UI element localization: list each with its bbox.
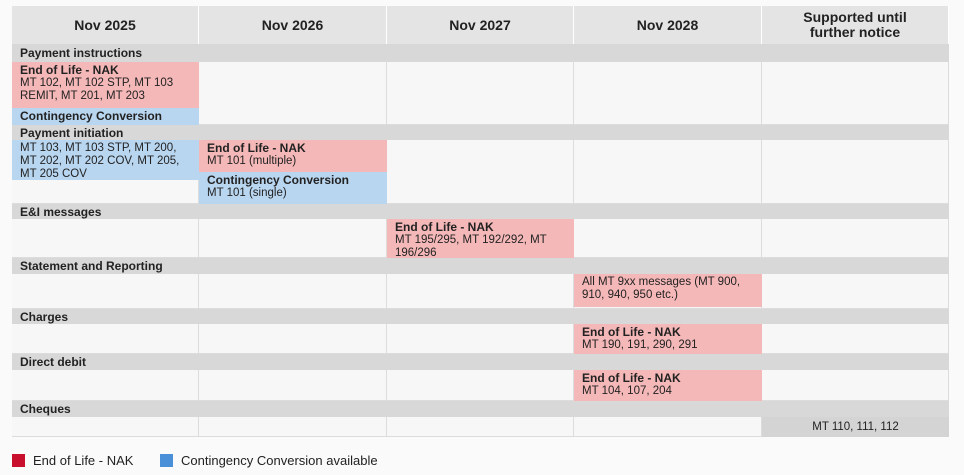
timeline-block: MT 110, 111, 112 <box>762 417 949 437</box>
block-heading: End of Life - NAK <box>207 141 306 155</box>
block-heading: Contingency Conversion <box>20 109 163 123</box>
grid-cell <box>12 417 199 437</box>
grid-cell <box>762 62 949 125</box>
block-text: MT 195/295, MT 192/292, MT 196/296 <box>395 234 547 259</box>
column-header: Nov 2027 <box>387 6 574 44</box>
block-heading: Contingency Conversion <box>207 173 350 187</box>
legend-label: End of Life - NAK <box>33 452 134 468</box>
section-header: Statement and Reporting <box>12 258 949 274</box>
block-text: MT 190, 191, 290, 291 <box>582 339 698 351</box>
grid-cell <box>574 219 762 258</box>
grid-cell <box>387 370 574 401</box>
grid-cell <box>12 370 199 401</box>
timeline-block: End of Life - NAK MT 101 (multiple) <box>199 140 387 172</box>
grid-cell <box>762 274 949 309</box>
grid-cell <box>199 219 387 258</box>
grid-cell <box>12 324 199 354</box>
grid-cell <box>387 274 574 309</box>
timeline-block: End of Life - NAK MT 190, 191, 290, 291 <box>574 324 762 354</box>
block-heading: End of Life - NAK <box>582 371 681 385</box>
grid-cell <box>762 140 949 204</box>
column-header: Supported until further notice <box>762 6 949 44</box>
timeline-block: End of Life - NAK MT 102, MT 102 STP, MT … <box>12 62 199 108</box>
section-header: Payment initiation <box>12 125 949 140</box>
grid-cell <box>387 62 574 125</box>
grid-cell <box>387 140 574 204</box>
block-text: MT 101 (multiple) <box>207 155 297 167</box>
legend-label: Contingency Conversion available <box>181 452 378 468</box>
grid-cell <box>574 140 762 204</box>
section-header: E&I messages <box>12 204 949 219</box>
grid-cell <box>199 370 387 401</box>
grid-cell <box>762 219 949 258</box>
timeline-block: Contingency Conversion <box>12 108 199 125</box>
section-header: Charges <box>12 309 949 324</box>
block-heading: End of Life - NAK <box>395 220 494 234</box>
block-text: All MT 9xx messages (MT 900, 910, 940, 9… <box>582 276 741 301</box>
timeline-block: Contingency Conversion MT 101 (single) <box>199 172 387 204</box>
legend-item: Contingency Conversion available <box>160 452 378 468</box>
block-text: MT 103, MT 103 STP, MT 200, MT 202, MT 2… <box>20 142 180 180</box>
block-text: MT 104, 107, 204 <box>582 385 672 397</box>
grid-cell <box>12 274 199 309</box>
column-header: Nov 2026 <box>199 6 387 44</box>
grid-cell <box>12 219 199 258</box>
grid-cell <box>387 417 574 437</box>
block-text: MT 102, MT 102 STP, MT 103 REMIT, MT 201… <box>20 77 174 102</box>
legend-swatch <box>160 453 173 467</box>
block-text: MT 101 (single) <box>207 187 287 199</box>
grid-cell <box>199 417 387 437</box>
grid-cell <box>387 324 574 354</box>
column-header: Nov 2028 <box>574 6 762 44</box>
section-header: Cheques <box>12 401 949 417</box>
block-text: MT 110, 111, 112 <box>812 421 899 433</box>
block-heading: End of Life - NAK <box>582 325 681 339</box>
timeline-block: All MT 9xx messages (MT 900, 910, 940, 9… <box>574 274 762 307</box>
legend-swatch <box>12 453 25 467</box>
grid-cell <box>762 324 949 354</box>
grid-cell <box>574 417 762 437</box>
timeline-block: MT 103, MT 103 STP, MT 200, MT 202, MT 2… <box>12 140 199 180</box>
grid-cell <box>199 274 387 309</box>
grid-cell <box>574 62 762 125</box>
timeline-block: End of Life - NAK MT 104, 107, 204 <box>574 370 762 401</box>
timeline-block: End of Life - NAK MT 195/295, MT 192/292,… <box>387 219 574 259</box>
grid-cell <box>199 324 387 354</box>
block-heading: End of Life - NAK <box>20 63 119 77</box>
section-header: Direct debit <box>12 354 949 370</box>
grid-cell <box>199 62 387 125</box>
column-header: Nov 2025 <box>12 6 199 44</box>
grid-cell <box>762 370 949 401</box>
section-header: Payment instructions <box>12 44 949 62</box>
legend-item: End of Life - NAK <box>12 452 133 468</box>
